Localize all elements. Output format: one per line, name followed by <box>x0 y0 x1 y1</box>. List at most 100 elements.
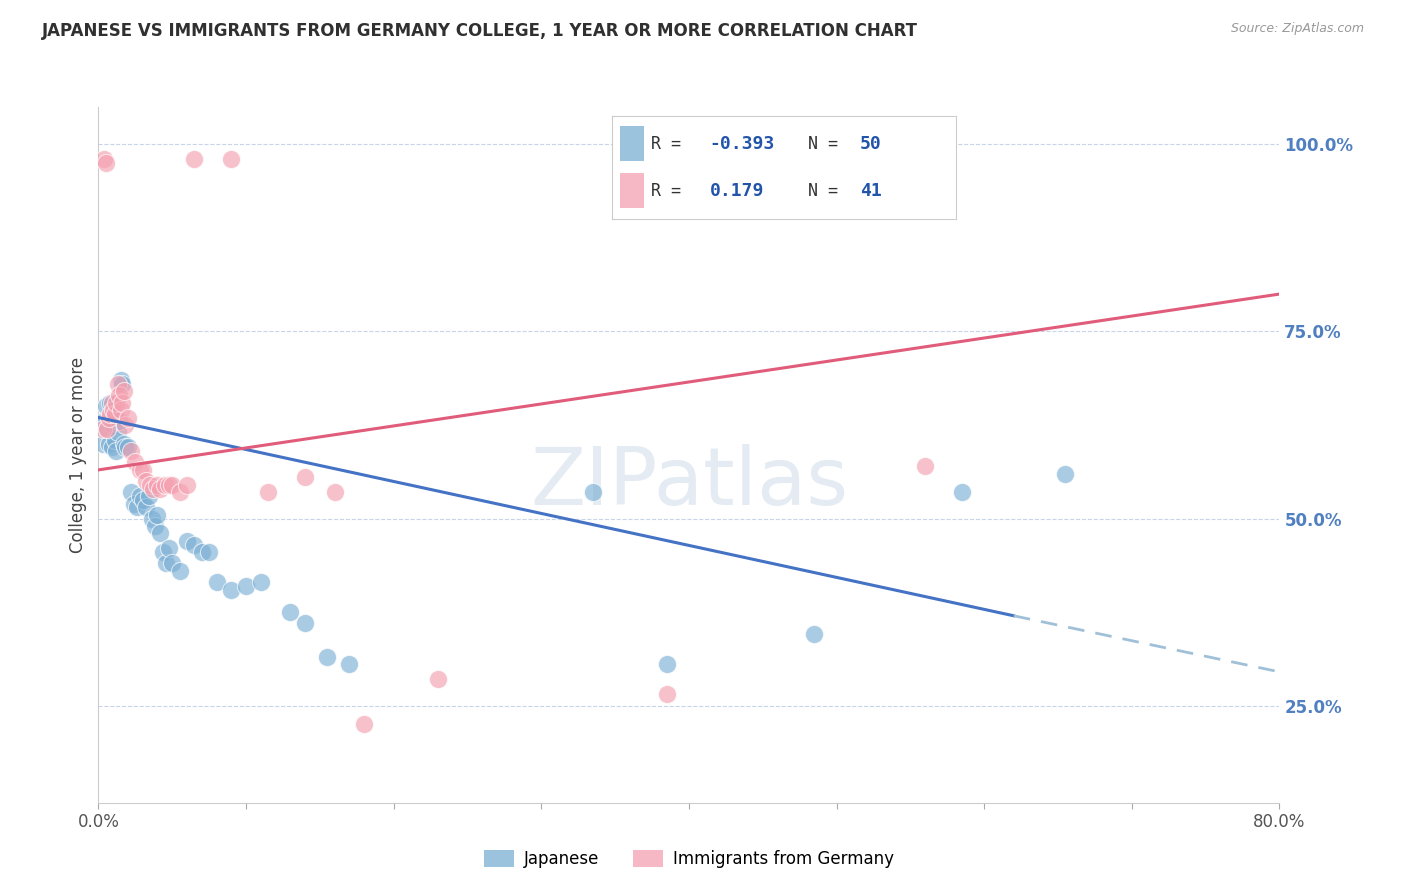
Point <box>655 657 678 672</box>
Point <box>142 482 165 496</box>
Point <box>139 478 162 492</box>
Text: 0.179: 0.179 <box>710 182 763 200</box>
Point <box>122 497 145 511</box>
Point <box>112 384 135 399</box>
Point <box>97 410 120 425</box>
Point <box>103 417 125 432</box>
Point <box>143 519 166 533</box>
Point <box>155 557 177 571</box>
Point <box>91 436 114 450</box>
Point <box>803 627 825 641</box>
Point <box>339 657 360 672</box>
Point <box>162 557 183 571</box>
Point <box>914 459 936 474</box>
Point <box>100 395 122 409</box>
Point <box>162 478 183 492</box>
Point <box>112 436 135 450</box>
Point <box>176 533 198 548</box>
Point <box>108 414 131 428</box>
Point <box>198 545 221 559</box>
Text: ZIPatlas: ZIPatlas <box>530 443 848 522</box>
Point <box>125 500 148 515</box>
Point <box>128 489 150 503</box>
Point <box>110 373 132 387</box>
Point <box>96 422 118 436</box>
Point <box>94 399 117 413</box>
Point <box>104 433 127 447</box>
Point <box>655 687 678 701</box>
Point <box>176 478 198 492</box>
Point <box>205 575 228 590</box>
Text: -0.393: -0.393 <box>710 135 775 153</box>
Point <box>183 153 205 167</box>
Point <box>128 463 150 477</box>
Text: R =: R = <box>651 182 702 200</box>
Point <box>100 441 122 455</box>
Point <box>149 526 172 541</box>
Point <box>120 444 142 458</box>
Point <box>582 485 605 500</box>
Point <box>105 395 128 409</box>
Text: 50: 50 <box>859 135 882 153</box>
Point <box>1054 467 1077 481</box>
Point <box>104 407 127 421</box>
Point <box>152 545 174 559</box>
Text: Source: ZipAtlas.com: Source: ZipAtlas.com <box>1230 22 1364 36</box>
Point <box>157 478 180 492</box>
Point <box>97 436 120 450</box>
Point <box>98 395 121 409</box>
Point <box>235 579 257 593</box>
Point <box>141 511 163 525</box>
Point <box>124 455 146 469</box>
Point <box>105 444 128 458</box>
Point <box>110 403 132 417</box>
Point <box>94 156 117 170</box>
Text: R =: R = <box>651 135 692 153</box>
Text: JAPANESE VS IMMIGRANTS FROM GERMANY COLLEGE, 1 YEAR OR MORE CORRELATION CHART: JAPANESE VS IMMIGRANTS FROM GERMANY COLL… <box>42 22 918 40</box>
Legend: Japanese, Immigrants from Germany: Japanese, Immigrants from Germany <box>478 843 900 874</box>
Point <box>219 153 242 167</box>
Point <box>250 575 273 590</box>
Point <box>108 388 131 402</box>
Point <box>114 441 136 455</box>
Point <box>219 582 242 597</box>
Point <box>91 422 114 436</box>
Point <box>183 538 205 552</box>
Point <box>427 673 450 687</box>
Point <box>169 564 191 578</box>
Point <box>107 376 129 391</box>
Point <box>294 616 316 631</box>
Text: N =: N = <box>808 135 848 153</box>
Point <box>96 422 118 436</box>
Point <box>132 463 155 477</box>
Point <box>138 489 160 503</box>
Point <box>169 485 191 500</box>
Point <box>146 508 169 522</box>
Point <box>120 485 142 500</box>
Point <box>146 478 169 492</box>
Point <box>135 474 157 488</box>
Point <box>950 485 973 500</box>
Point <box>107 425 129 440</box>
FancyBboxPatch shape <box>620 127 644 161</box>
FancyBboxPatch shape <box>620 173 644 208</box>
Point <box>257 485 280 500</box>
Point <box>117 441 139 455</box>
Point <box>98 407 121 421</box>
Point <box>93 153 115 167</box>
Point <box>353 717 375 731</box>
Point <box>135 500 157 515</box>
Point <box>117 410 139 425</box>
Point <box>191 545 214 559</box>
Point <box>157 541 180 556</box>
Text: 41: 41 <box>859 182 882 200</box>
Point <box>323 485 346 500</box>
Point <box>278 605 302 619</box>
Point <box>294 470 316 484</box>
Point <box>132 492 155 507</box>
Point <box>153 478 176 492</box>
Point <box>93 414 115 428</box>
Point <box>149 482 172 496</box>
Point <box>111 376 134 391</box>
Text: N =: N = <box>808 182 848 200</box>
